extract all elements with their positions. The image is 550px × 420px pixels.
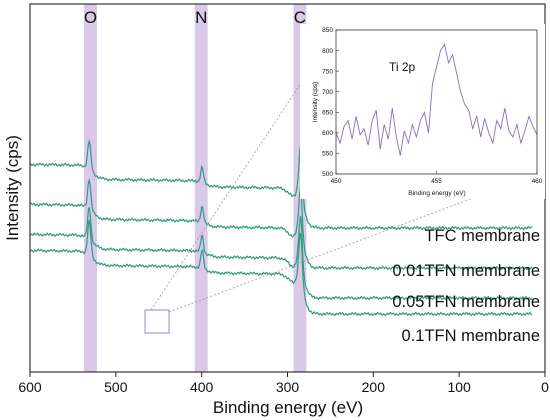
zoom-box xyxy=(144,309,170,334)
inset-y-tick-label: 850 xyxy=(322,27,333,34)
band-n xyxy=(194,4,208,372)
x-tick-label: 400 xyxy=(190,379,214,395)
series-label-3: 0.1TFN membrane xyxy=(402,327,540,345)
inset-y-tick-label: 550 xyxy=(322,151,333,158)
x-tick-label: 600 xyxy=(18,379,42,395)
highlight-bands xyxy=(84,4,307,372)
inset-axes: 500 550 600 650 700 750 800 850 450 455 460 xyxy=(322,27,543,185)
inset-plot xyxy=(335,43,538,156)
inset-series-line xyxy=(335,43,538,156)
series-labels: TFC membrane 0.01TFN membrane 0.05TFN memb… xyxy=(392,227,540,345)
inset-y-tick-label: 750 xyxy=(322,68,333,75)
inset-x-axis-title: Binding energy (eV) xyxy=(408,190,465,197)
band-label-o: O xyxy=(84,8,97,27)
series-line-1 xyxy=(29,177,533,271)
main-x-axis-title: Binding energy (eV) xyxy=(213,398,363,417)
inset-y-tick-label: 500 xyxy=(322,171,333,178)
inset-y-tick-label: 650 xyxy=(322,109,333,116)
inset-annotation-ti2p: Ti 2p xyxy=(389,60,416,74)
survey-spectra xyxy=(29,138,533,317)
main-x-axis: 600 500 400 300 200 100 0 xyxy=(18,372,549,395)
series-label-0: TFC membrane xyxy=(424,227,540,245)
x-tick-label: 300 xyxy=(276,379,300,395)
series-line-3 xyxy=(29,219,533,317)
x-tick-label: 0 xyxy=(541,379,549,395)
band-label-c: C xyxy=(294,8,306,27)
series-line-2 xyxy=(29,207,533,301)
zoom-guide-right xyxy=(168,173,538,313)
series-line-0 xyxy=(29,138,533,231)
inset-x-tick-label: 460 xyxy=(532,178,543,185)
series-label-2: 0.05TFN membrane xyxy=(392,293,540,311)
inset-x-tick-label: 450 xyxy=(331,178,342,185)
band-label-n: N xyxy=(195,8,207,27)
series-label-1: 0.01TFN membrane xyxy=(392,262,540,280)
x-tick-label: 500 xyxy=(104,379,128,395)
inset-x-tick-label: 455 xyxy=(431,178,442,185)
inset-y-tick-label: 600 xyxy=(322,130,333,137)
inset-background xyxy=(300,24,545,199)
inset-y-tick-label: 800 xyxy=(322,48,333,55)
x-tick-label: 200 xyxy=(362,379,386,395)
inset-y-tick-label: 700 xyxy=(322,89,333,96)
inset-y-axis-title: Intensity (cps) xyxy=(312,82,319,122)
x-tick-label: 100 xyxy=(447,379,471,395)
zoom-indicator xyxy=(144,29,538,334)
main-y-axis-title: Intensity (cps) xyxy=(3,135,22,241)
